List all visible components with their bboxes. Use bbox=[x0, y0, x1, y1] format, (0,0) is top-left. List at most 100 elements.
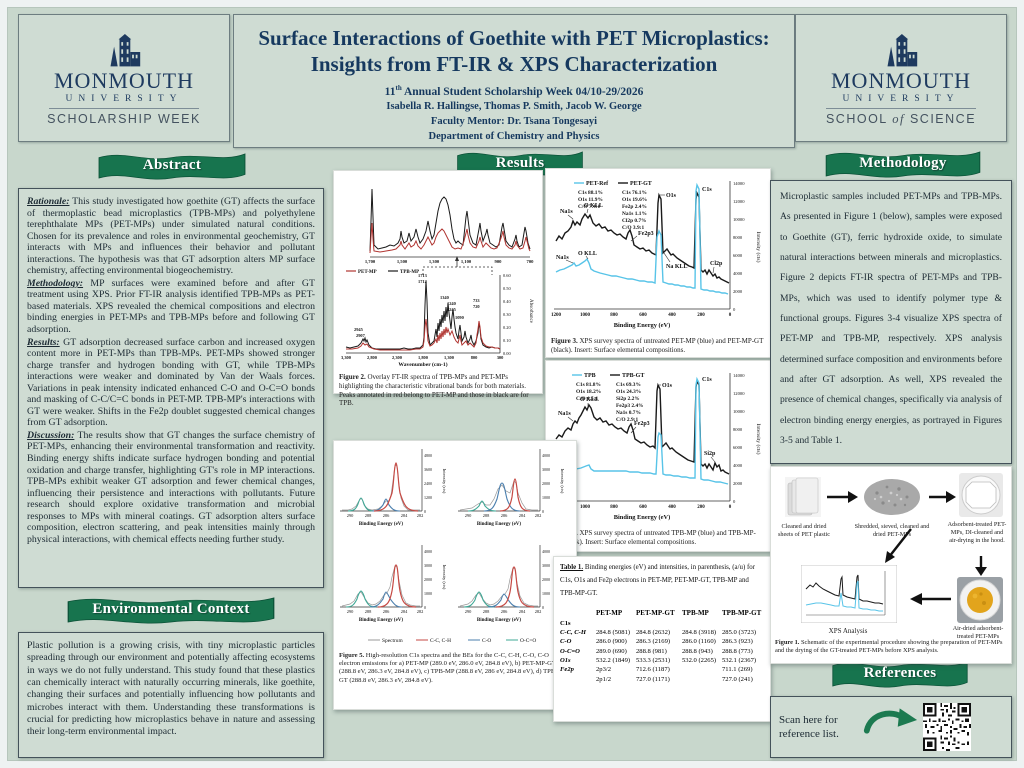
fig3-legend-ref: PET-Ref bbox=[586, 181, 609, 187]
abstract-discussion-text: The results show that GT changes the sur… bbox=[27, 429, 315, 545]
qr-code[interactable] bbox=[923, 703, 971, 751]
svg-text:C/O 2.9:1: C/O 2.9:1 bbox=[616, 417, 638, 423]
svg-text:1000: 1000 bbox=[542, 591, 550, 596]
svg-text:2000: 2000 bbox=[733, 481, 743, 486]
svg-text:0: 0 bbox=[733, 499, 736, 504]
table1: PET-MP PET-MP-GT TPB-MP TPB-MP-GT C1s C-… bbox=[560, 608, 764, 684]
svg-text:3600: 3600 bbox=[424, 467, 432, 472]
svg-text:0: 0 bbox=[424, 509, 426, 514]
svg-text:300: 300 bbox=[497, 355, 504, 360]
svg-text:10000: 10000 bbox=[733, 409, 745, 414]
svg-text:10000: 10000 bbox=[733, 217, 745, 222]
svg-text:1200: 1200 bbox=[551, 313, 562, 318]
dried-adsorbent-dish-image bbox=[957, 577, 1003, 623]
svg-text:C1s 69.3%: C1s 69.3% bbox=[616, 382, 641, 388]
svg-text:1,700: 1,700 bbox=[365, 259, 376, 264]
references-ribbon: References bbox=[830, 656, 970, 692]
svg-text:Binding Energy (eV): Binding Energy (eV) bbox=[359, 522, 404, 527]
svg-text:284: 284 bbox=[401, 513, 408, 518]
university-building-icon bbox=[110, 34, 141, 67]
svg-text:Intensity (cts): Intensity (cts) bbox=[560, 469, 565, 494]
figure5-panel-a: 290 288 286 284 282 4800 3600 2400 1200 0 Bindin… bbox=[340, 449, 447, 527]
svg-text:284: 284 bbox=[401, 609, 408, 614]
event-num: 11 bbox=[384, 85, 396, 98]
tagline-pre: SCHOOL bbox=[825, 111, 893, 126]
svg-text:0: 0 bbox=[542, 509, 544, 514]
svg-text:O KLL: O KLL bbox=[578, 251, 597, 257]
table-row: C1s bbox=[560, 619, 571, 627]
svg-text:3,300: 3,300 bbox=[341, 355, 352, 360]
svg-text:0: 0 bbox=[542, 605, 544, 610]
svg-text:Na1s 0.7%: Na1s 0.7% bbox=[616, 410, 641, 416]
event-rest: Annual Student Scholarship Week 04/10-29… bbox=[401, 85, 644, 98]
figure2-box: 1,700 1,500 1,300 1,100 900 700 3,300 2,800 … bbox=[333, 170, 543, 407]
svg-text:Spectrum: Spectrum bbox=[382, 638, 403, 644]
fig4-ylabel: Intensity (cts) bbox=[755, 424, 762, 455]
svg-text:4000: 4000 bbox=[733, 271, 743, 276]
svg-text:C1s 81.8%: C1s 81.8% bbox=[576, 382, 601, 388]
svg-text:12000: 12000 bbox=[733, 199, 745, 204]
poster-title-line2: Insights from FT-IR & XPS Characterizati… bbox=[310, 52, 718, 77]
poster: MONMOUTH UNIVERSITY SCHOLARSHIP WEEK Sur… bbox=[7, 7, 1017, 761]
mentor: Faculty Mentor: Dr. Tsana Tongesayi bbox=[430, 116, 598, 128]
environmental-context-text: Plastic pollution is a growing crisis, w… bbox=[27, 640, 315, 738]
svg-text:800: 800 bbox=[610, 313, 618, 318]
figure5-panel-b: 290 288 286 284 282 4000 3000 2000 1000 0 Bindin… bbox=[458, 449, 565, 527]
svg-text:1240: 1240 bbox=[447, 301, 457, 306]
tagline-of: of bbox=[892, 111, 905, 126]
figure1-step-label: XPS Analysis bbox=[828, 627, 868, 635]
abstract-panel: Rationale: This study investigated how g… bbox=[18, 188, 324, 588]
logo-university-sub: UNIVERSITY bbox=[65, 94, 183, 104]
methodology-panel: Microplastic samples included PET-MPs an… bbox=[770, 180, 1012, 464]
pet-sheets-image bbox=[785, 477, 821, 517]
references-content: Scan here for reference list. bbox=[771, 697, 1011, 757]
svg-text:4000: 4000 bbox=[424, 549, 432, 554]
svg-text:8000: 8000 bbox=[733, 427, 743, 432]
svg-text:Si2p 2.2%: Si2p 2.2% bbox=[616, 396, 640, 402]
figure5-grid: 290 288 286 284 282 4800 3600 2400 1200 0 Bindin… bbox=[334, 441, 574, 633]
figure5-legend: Spectrum C-C, C-H C-O O-C=O bbox=[368, 638, 536, 644]
abstract-label-discussion: Discussion: bbox=[27, 429, 75, 441]
svg-text:1,100: 1,100 bbox=[461, 259, 472, 264]
figure1-step-label: Air-dried adsorbent-treated PET-MPs bbox=[952, 625, 1004, 640]
svg-text:Intensity (cts): Intensity (cts) bbox=[442, 565, 447, 590]
figure2-ftir-chart: 1,700 1,500 1,300 1,100 900 700 3,300 2,800 … bbox=[341, 188, 535, 368]
curved-arrow-icon bbox=[863, 708, 918, 734]
references-ribbon-label: References bbox=[863, 665, 937, 681]
arrow-down-icon bbox=[975, 556, 987, 576]
table1-caption: Table 1. Binding energies (eV) and inten… bbox=[560, 564, 756, 598]
svg-text:2945: 2945 bbox=[354, 327, 364, 332]
svg-text:0: 0 bbox=[729, 505, 732, 510]
svg-text:286: 286 bbox=[501, 609, 508, 614]
abstract-results-text: GT adsorption decreased surface carbon a… bbox=[27, 336, 315, 429]
poster-title-line1: Surface Interactions of Goethite with PE… bbox=[258, 26, 770, 50]
svg-text:2400: 2400 bbox=[424, 481, 432, 486]
abstract-label-methodology: Methodology: bbox=[27, 277, 84, 289]
arrow-right-icon bbox=[827, 491, 858, 503]
svg-text:700: 700 bbox=[527, 259, 535, 264]
figure3-caption: Figure 3. XPS survey spectra of untreate… bbox=[551, 337, 764, 354]
svg-text:1340: 1340 bbox=[440, 295, 450, 300]
svg-text:733: 733 bbox=[473, 298, 480, 303]
svg-text:O1s 11.9%: O1s 11.9% bbox=[578, 197, 603, 203]
fig2-ylabel: Absorbance bbox=[528, 299, 533, 324]
abstract-rationale-text: This study investigated how goethite (GT… bbox=[27, 196, 315, 277]
fig3-legend-gt: PET-GT bbox=[630, 181, 652, 187]
logo-tagline: SCHOLARSHIP WEEK bbox=[47, 112, 201, 126]
svg-text:Na1s 1.1%: Na1s 1.1% bbox=[622, 211, 647, 217]
figure4-caption: Figure 4. XPS survey spectra of untreate… bbox=[551, 529, 756, 546]
svg-text:290: 290 bbox=[347, 609, 354, 614]
svg-text:1090: 1090 bbox=[455, 315, 465, 320]
svg-text:1,300: 1,300 bbox=[429, 259, 440, 264]
figure1-step-label: Cleaned and dried sheets of PET plastic bbox=[778, 523, 830, 538]
svg-text:1,500: 1,500 bbox=[397, 259, 408, 264]
svg-text:290: 290 bbox=[465, 609, 472, 614]
svg-text:286: 286 bbox=[383, 513, 390, 518]
environmental-context-ribbon: Environmental Context bbox=[64, 592, 278, 628]
svg-text:0: 0 bbox=[424, 605, 426, 610]
figure3-box: 1200 1000 800 600 400 200 0 0 2000 4000 6000 … bbox=[545, 168, 771, 358]
svg-text:Fe2p 2.4%: Fe2p 2.4% bbox=[622, 204, 647, 210]
svg-text:O KLL: O KLL bbox=[584, 203, 603, 209]
svg-text:Si2p: Si2p bbox=[704, 451, 716, 457]
